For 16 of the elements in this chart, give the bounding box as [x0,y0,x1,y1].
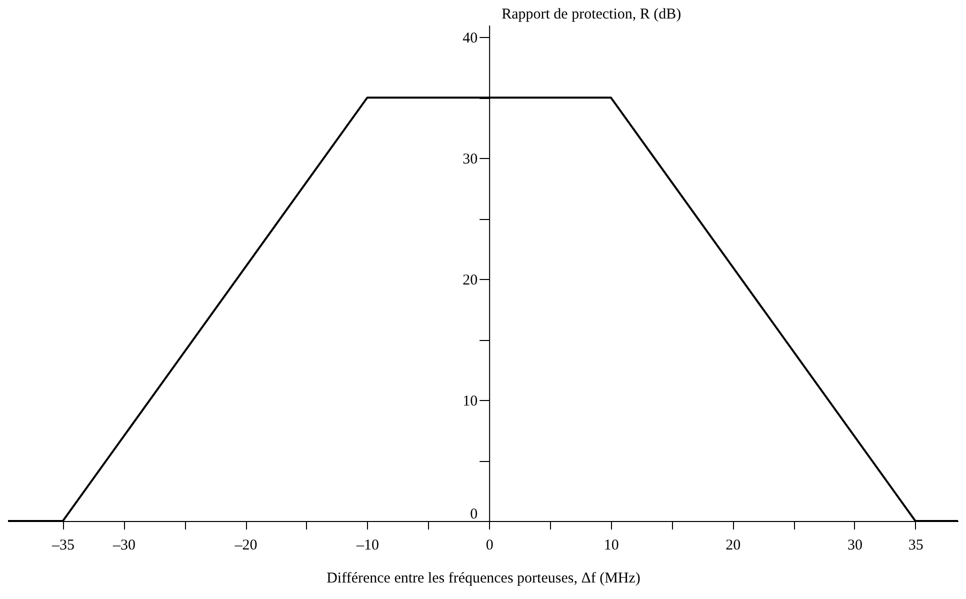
y-tick-label: 20 [462,272,478,289]
x-tick-label: –35 [51,538,75,554]
x-tick-label: –20 [234,538,258,554]
x-tick-label: 0 [486,538,494,554]
y-tick-label: 30 [462,152,478,168]
x-tick-label: 30 [847,538,862,554]
x-tick-label: 20 [726,538,741,554]
y-axis-title: Rapport de protection, R (dB) [502,6,682,22]
x-tick-label: 35 [908,538,924,554]
y-tick-label: 10 [462,394,478,410]
x-tick-label: –30 [112,538,136,554]
y-tick-label: 0 [470,506,478,522]
x-axis-title: Différence entre les fréquences porteuses, Δf (MHz) [326,570,640,586]
x-tick-label: 10 [604,538,619,554]
x-tick-label: –10 [356,538,380,554]
y-tick-label: 40 [462,30,478,47]
